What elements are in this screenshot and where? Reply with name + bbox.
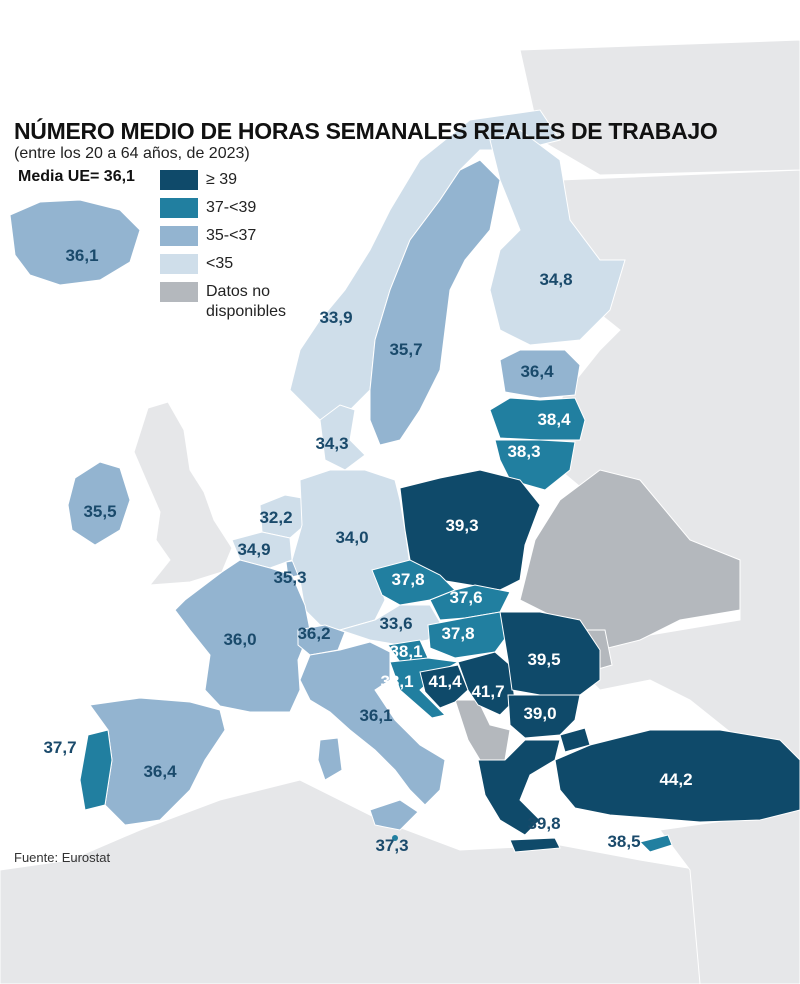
source-note: Fuente: Eurostat (14, 850, 111, 865)
value-belgium: 34,9 (237, 540, 271, 559)
legend-label-37-39: 37-<39 (206, 199, 257, 216)
country-italy-sicily (369, 799, 419, 831)
country-bosnia (419, 664, 469, 709)
value-netherlands: 32,2 (259, 508, 293, 527)
value-spain: 36,4 (143, 762, 177, 781)
value-malta: 37,3 (375, 836, 409, 855)
value-slovakia: 37,6 (449, 588, 483, 607)
legend-swatch-lt35 (160, 254, 198, 274)
value-italy: 36,1 (359, 706, 393, 725)
value-bulgaria: 39,0 (523, 704, 557, 723)
country-portugal (79, 729, 113, 811)
background-land-uk (133, 401, 233, 586)
value-serbia: 41,7 (471, 682, 505, 701)
value-denmark: 34,3 (315, 434, 349, 453)
value-germany: 34,0 (335, 528, 369, 547)
value-finland: 34,8 (539, 270, 573, 289)
value-ireland: 35,5 (83, 502, 117, 521)
country-denmark (319, 404, 366, 471)
country-estonia (499, 349, 581, 399)
legend-swatch-37-39 (160, 198, 198, 218)
country-croatia (389, 657, 460, 719)
value-romania: 39,5 (527, 650, 561, 669)
value-czechia: 37,8 (391, 570, 425, 589)
country-serbia (457, 651, 516, 716)
country-cyprus (639, 834, 673, 853)
value-lithuania: 38,3 (507, 442, 541, 461)
legend-label-lt35: <35 (206, 255, 234, 272)
value-hungary: 37,8 (441, 624, 475, 643)
map-title: NÚMERO MEDIO DE HORAS SEMANALES REALES D… (14, 118, 718, 144)
value-bosnia: 41,4 (428, 672, 462, 691)
country-turkey-thrace (559, 727, 591, 753)
country-italy (299, 641, 446, 806)
value-france: 36,0 (223, 630, 257, 649)
country-slovakia (429, 584, 511, 621)
country-latvia (489, 397, 586, 441)
legend-label-no-data: Datos no disponibles (206, 283, 287, 320)
eu-average: Media UE= 36,1 (18, 168, 135, 185)
value-norway: 33,9 (319, 308, 353, 327)
country-greece (477, 739, 561, 836)
value-cyprus: 38,5 (607, 832, 641, 851)
value-poland: 39,3 (445, 516, 479, 535)
value-greece: 39,8 (527, 814, 561, 833)
country-malta (392, 835, 398, 841)
country-bulgaria (507, 694, 581, 739)
value-turkey: 44,2 (659, 770, 693, 789)
value-estonia: 36,4 (520, 362, 554, 381)
value-sweden: 35,7 (389, 340, 423, 359)
value-iceland: 36,1 (65, 246, 99, 265)
background-land-north (519, 39, 800, 176)
legend-swatch-no-data (160, 282, 198, 302)
country-sweden (369, 159, 501, 446)
country-iceland (9, 199, 141, 286)
country-austria (338, 604, 441, 646)
value-croatia: 38,1 (380, 672, 414, 691)
country-finland (489, 129, 626, 346)
country-greece-crete (509, 837, 561, 853)
legend-label-ge39: ≥ 39 (206, 171, 238, 188)
legend-swatch-35-37 (160, 226, 198, 246)
value-switzerland: 36,2 (297, 624, 331, 643)
country-france (174, 559, 311, 713)
value-slovenia: 38,1 (389, 642, 423, 661)
country-lithuania (494, 439, 576, 491)
country-germany (291, 469, 411, 631)
map-subtitle: (entre los 20 a 64 años, de 2023) (14, 145, 250, 162)
country-italy-sardinia (317, 737, 343, 781)
legend-swatch-ge39 (160, 170, 198, 190)
country-turkey (554, 729, 800, 823)
country-romania (499, 611, 601, 696)
value-austria: 33,6 (379, 614, 413, 633)
value-luxembourg: 35,3 (273, 568, 307, 587)
country-ireland (67, 461, 131, 546)
background-land-africa (0, 779, 701, 984)
value-portugal: 37,7 (43, 738, 77, 757)
value-latvia: 38,4 (537, 410, 571, 429)
legend-label-35-37: 35-<37 (206, 227, 257, 244)
